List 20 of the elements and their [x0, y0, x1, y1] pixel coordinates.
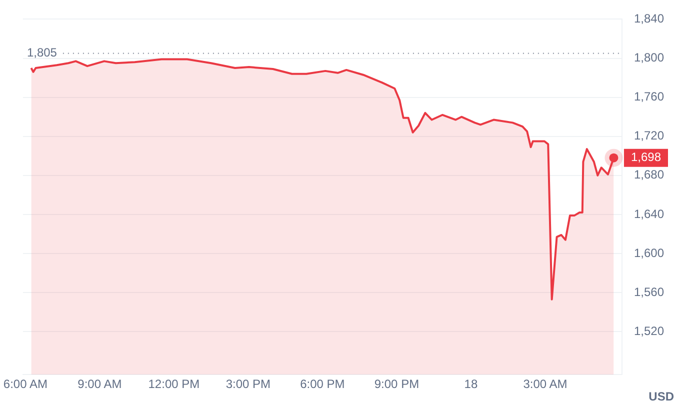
x-tick-label: 6:00 AM — [3, 377, 48, 392]
y-tick-label: 1,760 — [634, 90, 664, 104]
y-tick-label: 1,560 — [634, 284, 664, 299]
x-tick-label: 18 — [464, 377, 478, 392]
x-tick-label: 6:00 PM — [300, 377, 345, 392]
x-tick-label: 3:00 PM — [226, 377, 271, 392]
x-tick-label: 12:00 PM — [148, 377, 200, 392]
x-tick-label: 3:00 AM — [523, 377, 568, 392]
y-tick-label: 1,840 — [634, 12, 664, 26]
annotation: 1,698 — [630, 150, 662, 164]
x-tick-label: 9:00 AM — [78, 377, 122, 392]
y-tick-label: 1,640 — [634, 206, 664, 221]
ref-line-label: 1,805 — [26, 46, 58, 60]
x-tick-label: 9:00 PM — [374, 377, 420, 392]
y-tick-label: 1,800 — [634, 50, 664, 65]
y-tick-label: 1,600 — [634, 246, 664, 260]
y-tick-label: 1,720 — [634, 128, 664, 143]
text: USD — [648, 389, 674, 404]
y-tick-label: 1,680 — [634, 168, 664, 182]
y-tick-label: 1,520 — [634, 324, 664, 338]
